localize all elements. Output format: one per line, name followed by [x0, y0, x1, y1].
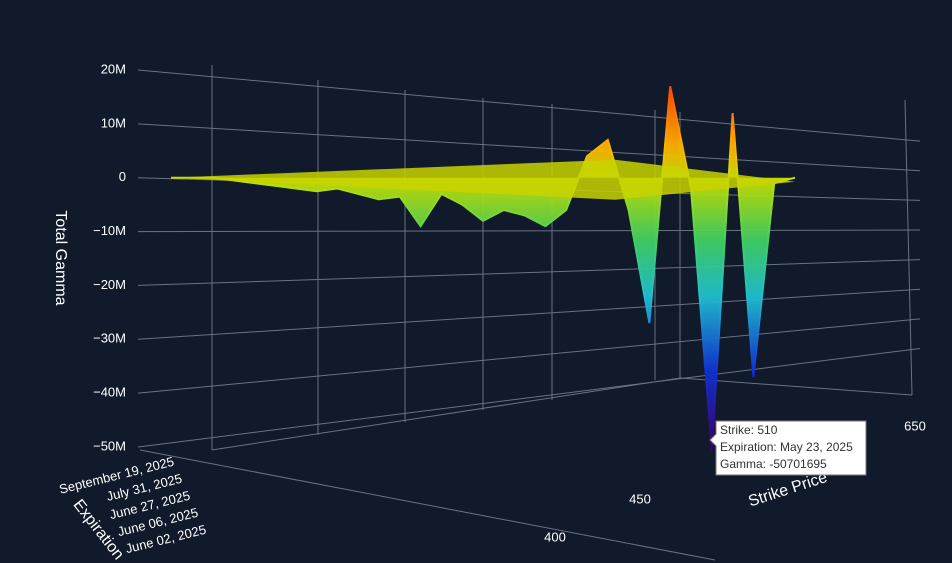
x-tick-label: 450: [629, 491, 651, 506]
tooltip-line: Expiration: May 23, 2025: [720, 440, 853, 454]
z-tick-label: −40M: [93, 385, 126, 400]
z-tick-label: 0: [119, 169, 126, 184]
grid-line: [137, 288, 921, 340]
z-axis-title: Total Gamma: [52, 210, 69, 305]
grid-line: [137, 318, 921, 394]
grid-line: [137, 229, 921, 233]
z-tick-label: −30M: [93, 331, 126, 346]
grid-line: [137, 259, 921, 286]
tooltip-line: Strike: 510: [720, 423, 778, 437]
z-tick-label: 10M: [101, 115, 126, 130]
grid-line: [137, 69, 921, 142]
zero-plane: [171, 159, 795, 200]
grid-line: [137, 123, 921, 172]
grid-line: [137, 348, 921, 448]
tooltip: Strike: 510 Expiration: May 23, 2025 Gam…: [709, 420, 867, 476]
z-tick-label: −20M: [93, 277, 126, 292]
x-tick-label: 650: [904, 418, 926, 433]
z-tick-label: 20M: [101, 61, 126, 76]
z-tick-label: −50M: [93, 438, 126, 453]
z-tick-label: −10M: [93, 223, 126, 238]
x-tick-label: 400: [544, 529, 566, 544]
tooltip-line: Gamma: -50701695: [720, 457, 827, 471]
